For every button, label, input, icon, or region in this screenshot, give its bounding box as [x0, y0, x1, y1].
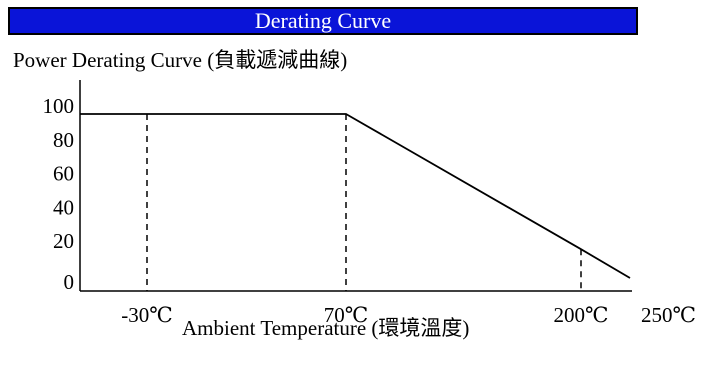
y-tick-label: 20 [53, 229, 74, 253]
y-tick-label: 0 [64, 270, 75, 294]
y-tick-label: 80 [53, 128, 74, 152]
y-tick-label: 40 [53, 195, 74, 219]
x-axis-title: Ambient Temperature (環境溫度) [182, 316, 470, 340]
chart-title: Power Derating Curve (負載遞減曲線) [13, 48, 348, 72]
y-tick-label: 60 [53, 162, 74, 186]
derating-series-line [80, 113, 631, 279]
x-tick-label: 200℃ [554, 303, 609, 327]
header-bar: Derating Curve [8, 7, 638, 35]
y-tick-label: 100 [43, 94, 75, 118]
x-tick-label: 250℃ [641, 303, 696, 327]
x-tick-label: 70℃ [324, 303, 369, 327]
x-tick-label: -30℃ [121, 303, 173, 327]
header-title: Derating Curve [254, 8, 392, 33]
